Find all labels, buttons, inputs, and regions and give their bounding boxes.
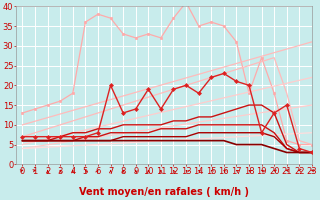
X-axis label: Vent moyen/en rafales ( km/h ): Vent moyen/en rafales ( km/h ): [79, 187, 249, 197]
